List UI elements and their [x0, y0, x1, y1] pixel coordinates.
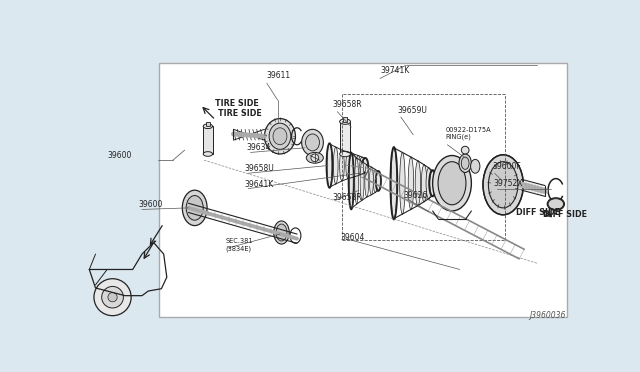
Text: 39658R: 39658R	[333, 100, 362, 109]
Text: SEC.381
(3834E): SEC.381 (3834E)	[226, 238, 253, 252]
Ellipse shape	[373, 169, 377, 192]
Ellipse shape	[363, 158, 367, 173]
Ellipse shape	[276, 224, 287, 241]
Ellipse shape	[461, 157, 469, 169]
Ellipse shape	[340, 151, 351, 157]
Circle shape	[311, 154, 319, 162]
Bar	[340, 122, 351, 154]
Text: J3960036: J3960036	[529, 311, 565, 320]
Text: 39641K: 39641K	[244, 180, 273, 189]
Ellipse shape	[426, 168, 431, 199]
Text: 39752X: 39752X	[494, 179, 524, 188]
Bar	[343, 117, 348, 122]
Bar	[159, 63, 566, 317]
Text: 39600F: 39600F	[492, 162, 521, 171]
Text: 39600: 39600	[108, 151, 132, 160]
Text: 39611: 39611	[267, 71, 291, 80]
Ellipse shape	[356, 155, 360, 176]
Text: 00922-D175A
RING(e): 00922-D175A RING(e)	[446, 126, 492, 140]
Circle shape	[461, 146, 469, 154]
Text: TIRE SIDE: TIRE SIDE	[215, 99, 259, 108]
Ellipse shape	[408, 157, 413, 209]
Ellipse shape	[483, 155, 524, 215]
Ellipse shape	[307, 153, 323, 163]
Ellipse shape	[274, 221, 289, 244]
Ellipse shape	[369, 167, 373, 195]
Ellipse shape	[340, 150, 344, 181]
Text: DIFF SIDE: DIFF SIDE	[543, 210, 587, 219]
Ellipse shape	[182, 190, 207, 225]
Ellipse shape	[470, 159, 480, 173]
Circle shape	[108, 293, 117, 302]
Text: 39626: 39626	[403, 191, 428, 200]
Ellipse shape	[391, 148, 397, 219]
Ellipse shape	[430, 171, 435, 196]
Ellipse shape	[400, 153, 405, 214]
Ellipse shape	[327, 144, 332, 187]
Circle shape	[102, 286, 124, 308]
Ellipse shape	[360, 157, 364, 174]
Ellipse shape	[360, 162, 364, 200]
Ellipse shape	[273, 128, 287, 145]
Text: 39600: 39600	[139, 201, 163, 209]
Text: 39658U: 39658U	[244, 164, 274, 173]
Ellipse shape	[186, 196, 204, 220]
Ellipse shape	[204, 124, 212, 129]
Ellipse shape	[349, 153, 353, 209]
Ellipse shape	[376, 172, 380, 190]
Ellipse shape	[346, 153, 351, 179]
Text: TIRE SIDE: TIRE SIDE	[218, 109, 262, 118]
Text: 39659U: 39659U	[397, 106, 428, 115]
Text: 39634: 39634	[246, 144, 271, 153]
Ellipse shape	[204, 152, 212, 156]
Text: DIFF SIDE: DIFF SIDE	[516, 208, 559, 217]
Ellipse shape	[421, 165, 427, 202]
Bar	[205, 122, 210, 126]
Text: 39658R: 39658R	[333, 193, 362, 202]
Ellipse shape	[305, 134, 319, 151]
Bar	[204, 126, 212, 154]
Ellipse shape	[301, 129, 323, 155]
Ellipse shape	[365, 165, 369, 197]
Circle shape	[94, 279, 131, 316]
Ellipse shape	[438, 162, 466, 205]
Ellipse shape	[340, 119, 351, 124]
Text: 39741K: 39741K	[380, 67, 409, 76]
Ellipse shape	[264, 119, 296, 154]
Ellipse shape	[333, 147, 338, 184]
Ellipse shape	[433, 155, 472, 211]
Ellipse shape	[488, 162, 518, 208]
Ellipse shape	[415, 161, 420, 206]
Ellipse shape	[269, 123, 291, 150]
Ellipse shape	[355, 158, 358, 204]
Text: 39604: 39604	[340, 233, 365, 242]
Ellipse shape	[459, 154, 472, 173]
Ellipse shape	[351, 154, 356, 177]
Ellipse shape	[548, 199, 564, 209]
